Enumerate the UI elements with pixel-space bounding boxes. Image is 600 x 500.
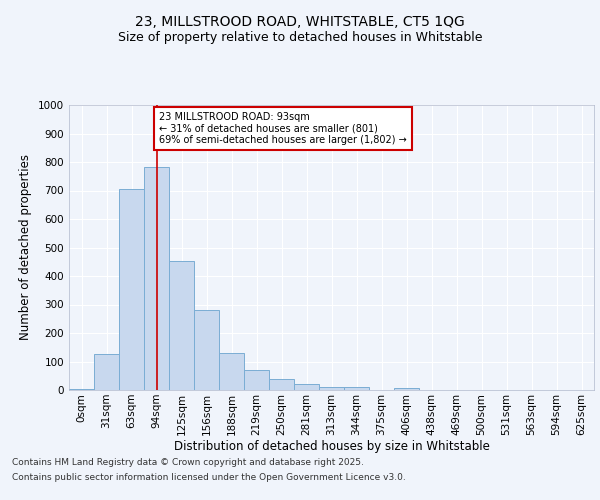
- Bar: [219, 352, 244, 390]
- Bar: [269, 378, 294, 390]
- Text: 23, MILLSTROOD ROAD, WHITSTABLE, CT5 1QG: 23, MILLSTROOD ROAD, WHITSTABLE, CT5 1QG: [135, 16, 465, 30]
- Bar: [244, 370, 269, 390]
- Text: 23 MILLSTROOD ROAD: 93sqm
← 31% of detached houses are smaller (801)
69% of semi: 23 MILLSTROOD ROAD: 93sqm ← 31% of detac…: [159, 112, 407, 146]
- Bar: [344, 387, 369, 390]
- Bar: [69, 388, 94, 390]
- Text: Contains public sector information licensed under the Open Government Licence v3: Contains public sector information licen…: [12, 473, 406, 482]
- Bar: [319, 386, 344, 390]
- Bar: [394, 388, 419, 390]
- Text: Contains HM Land Registry data © Crown copyright and database right 2025.: Contains HM Land Registry data © Crown c…: [12, 458, 364, 467]
- Bar: [119, 189, 144, 390]
- Y-axis label: Number of detached properties: Number of detached properties: [19, 154, 32, 340]
- Bar: [144, 166, 169, 390]
- Bar: [294, 384, 319, 390]
- Bar: [194, 310, 219, 390]
- Bar: [169, 261, 194, 390]
- Text: Size of property relative to detached houses in Whitstable: Size of property relative to detached ho…: [118, 31, 482, 44]
- X-axis label: Distribution of detached houses by size in Whitstable: Distribution of detached houses by size …: [173, 440, 490, 454]
- Bar: [94, 354, 119, 390]
